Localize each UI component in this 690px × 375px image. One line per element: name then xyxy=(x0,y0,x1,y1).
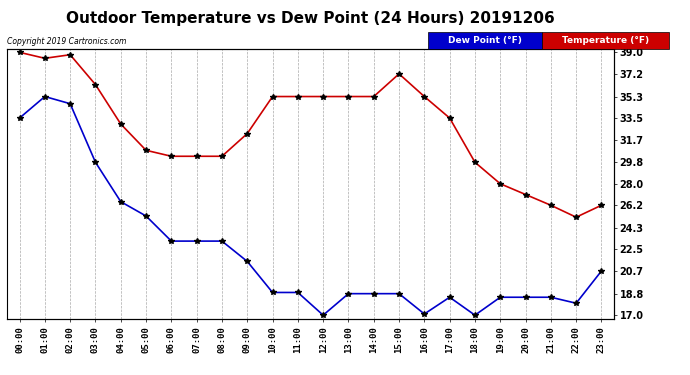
Text: Dew Point (°F): Dew Point (°F) xyxy=(448,36,522,45)
Text: Temperature (°F): Temperature (°F) xyxy=(562,36,649,45)
Text: Copyright 2019 Cartronics.com: Copyright 2019 Cartronics.com xyxy=(7,38,126,46)
Text: Outdoor Temperature vs Dew Point (24 Hours) 20191206: Outdoor Temperature vs Dew Point (24 Hou… xyxy=(66,11,555,26)
